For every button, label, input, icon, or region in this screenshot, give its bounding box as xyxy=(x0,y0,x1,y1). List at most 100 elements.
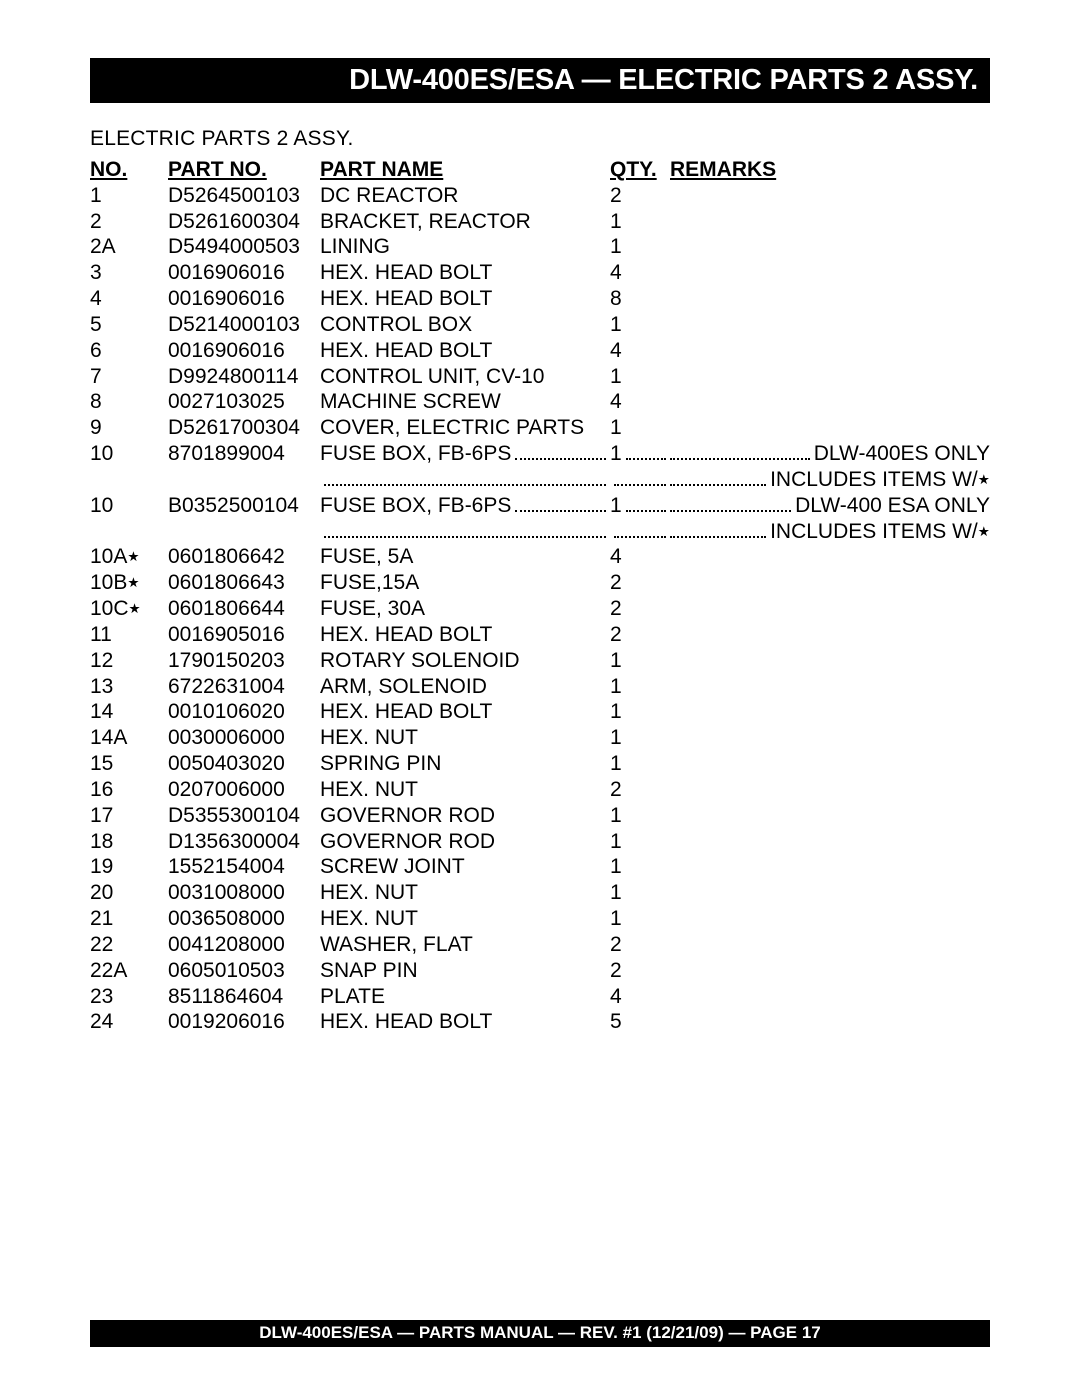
cell-part-name: MACHINE SCREW xyxy=(320,390,501,413)
cell-qty: 8 xyxy=(610,287,622,310)
leader-dots xyxy=(515,458,606,460)
cell-part-no: 0041208000 xyxy=(168,933,285,956)
cell-part-no: 8511864604 xyxy=(168,985,283,1008)
page: DLW-400ES/ESA — ELECTRIC PARTS 2 ASSY. E… xyxy=(0,0,1080,1397)
cell-no: 10 xyxy=(90,494,113,517)
col-header-remarks: REMARKS xyxy=(670,158,776,181)
cell-no: 23 xyxy=(90,985,113,1008)
table-row: 191552154004SCREW JOINT1 xyxy=(90,854,990,880)
cell-no: 2 xyxy=(90,210,102,233)
cell-no: 18 xyxy=(90,830,113,853)
star-icon xyxy=(129,597,141,620)
cell-part-name: HEX. HEAD BOLT xyxy=(320,339,492,362)
cell-part-name: GOVERNOR ROD xyxy=(320,830,495,853)
cell-qty: 4 xyxy=(610,339,622,362)
star-icon xyxy=(978,467,990,493)
leader-dots xyxy=(670,484,766,486)
parts-table: NO. PART NO. PART NAME QTY. REMARKS 1D52… xyxy=(90,157,990,1035)
cell-no: 14 xyxy=(90,700,113,723)
cell-qty: 1 xyxy=(610,649,622,672)
cell-part-name: HEX. HEAD BOLT xyxy=(320,287,492,310)
cell-qty: 1 xyxy=(610,416,622,439)
cell-part-name: HEX. HEAD BOLT xyxy=(320,623,492,646)
table-sub-row: INCLUDES ITEMS W/ xyxy=(90,467,990,493)
cell-qty: 2 xyxy=(610,623,622,646)
cell-part-no: B0352500104 xyxy=(168,494,299,517)
cell-part-no: 0050403020 xyxy=(168,752,285,775)
cell-no: 1 xyxy=(90,184,102,207)
cell-qty: 4 xyxy=(610,545,622,568)
cell-qty: 2 xyxy=(610,597,622,620)
cell-part-no: 0601806643 xyxy=(168,571,285,594)
leader-dots xyxy=(614,536,666,538)
cell-no: 2A xyxy=(90,235,116,258)
cell-no: 8 xyxy=(90,390,102,413)
cell-part-no: D5261600304 xyxy=(168,210,300,233)
cell-part-name: LINING xyxy=(320,235,390,258)
col-header-qty: QTY. xyxy=(610,158,657,181)
cell-part-name: ARM, SOLENOID xyxy=(320,675,487,698)
leader-dots xyxy=(670,458,810,460)
table-row: 210036508000HEX. NUT1 xyxy=(90,906,990,932)
cell-part-no: D5494000503 xyxy=(168,235,300,258)
leader-dots xyxy=(670,536,766,538)
cell-part-name: SCREW JOINT xyxy=(320,855,465,878)
cell-qty: 2 xyxy=(610,959,622,982)
cell-part-name: BRACKET, REACTOR xyxy=(320,210,531,233)
cell-no: 20 xyxy=(90,881,113,904)
leader-dots xyxy=(515,510,606,512)
cell-no: 17 xyxy=(90,804,113,827)
table-row: 2AD5494000503LINING1 xyxy=(90,234,990,260)
leader-dots xyxy=(324,484,606,486)
cell-part-no: 0601806644 xyxy=(168,597,285,620)
table-row: 10B0601806643FUSE,15A2 xyxy=(90,570,990,596)
table-row: 150050403020SPRING PIN1 xyxy=(90,751,990,777)
table-row: 220041208000WASHER, FLAT2 xyxy=(90,932,990,958)
star-icon xyxy=(127,545,139,568)
cell-part-no: 0016906016 xyxy=(168,287,285,310)
table-row: 30016906016HEX. HEAD BOLT4 xyxy=(90,260,990,286)
cell-qty: 1 xyxy=(610,441,622,467)
cell-qty: 1 xyxy=(610,830,622,853)
cell-part-name: HEX. HEAD BOLT xyxy=(320,1010,492,1033)
cell-no: 19 xyxy=(90,855,113,878)
cell-no: 16 xyxy=(90,778,113,801)
table-row: 4 0016906016 HEX. HEAD BOLT 8 xyxy=(90,286,990,312)
cell-part-name: DC REACTOR xyxy=(320,184,458,207)
cell-part-name: SPRING PIN xyxy=(320,752,441,775)
table-body: 1 D5264500103 DC REACTOR 2 2 D5261600304 BRACK… xyxy=(90,183,990,1035)
cell-part-name: FUSE BOX, FB-6PS xyxy=(320,441,511,467)
cell-part-no: 8701899004 xyxy=(168,442,285,465)
cell-part-name: SNAP PIN xyxy=(320,959,418,982)
col-header-partname: PART NAME xyxy=(320,158,443,181)
cell-part-no: D1356300004 xyxy=(168,830,300,853)
table-row: 136722631004ARM, SOLENOID1 xyxy=(90,674,990,700)
table-row: 10A0601806642FUSE, 5A4 xyxy=(90,544,990,570)
cell-no: 14A xyxy=(90,726,127,749)
cell-part-no: 6722631004 xyxy=(168,675,285,698)
cell-qty: 1 xyxy=(610,493,622,519)
cell-no: 6 xyxy=(90,339,102,362)
cell-part-no: 0207006000 xyxy=(168,778,285,801)
cell-part-name: HEX. HEAD BOLT xyxy=(320,700,492,723)
table-row: 160207006000HEX. NUT2 xyxy=(90,777,990,803)
cell-part-no: 0030006000 xyxy=(168,726,285,749)
cell-qty: 1 xyxy=(610,210,622,233)
cell-part-no: 0031008000 xyxy=(168,881,285,904)
cell-qty: 2 xyxy=(610,571,622,594)
cell-qty: 1 xyxy=(610,907,622,930)
cell-qty: 4 xyxy=(610,985,622,1008)
cell-qty: 2 xyxy=(610,933,622,956)
cell-part-no: D5264500103 xyxy=(168,184,300,207)
cell-no: 10C xyxy=(90,597,129,620)
leader-dots xyxy=(626,510,666,512)
cell-qty: 1 xyxy=(610,855,622,878)
table-row: 238511864604PLATE4 xyxy=(90,984,990,1010)
cell-no: 5 xyxy=(90,313,102,336)
cell-qty: 1 xyxy=(610,804,622,827)
table-row: 110016905016HEX. HEAD BOLT2 xyxy=(90,622,990,648)
cell-no: 4 xyxy=(90,287,102,310)
cell-part-no: 0016906016 xyxy=(168,339,285,362)
cell-part-no: 0027103025 xyxy=(168,390,285,413)
cell-qty: 2 xyxy=(610,184,622,207)
